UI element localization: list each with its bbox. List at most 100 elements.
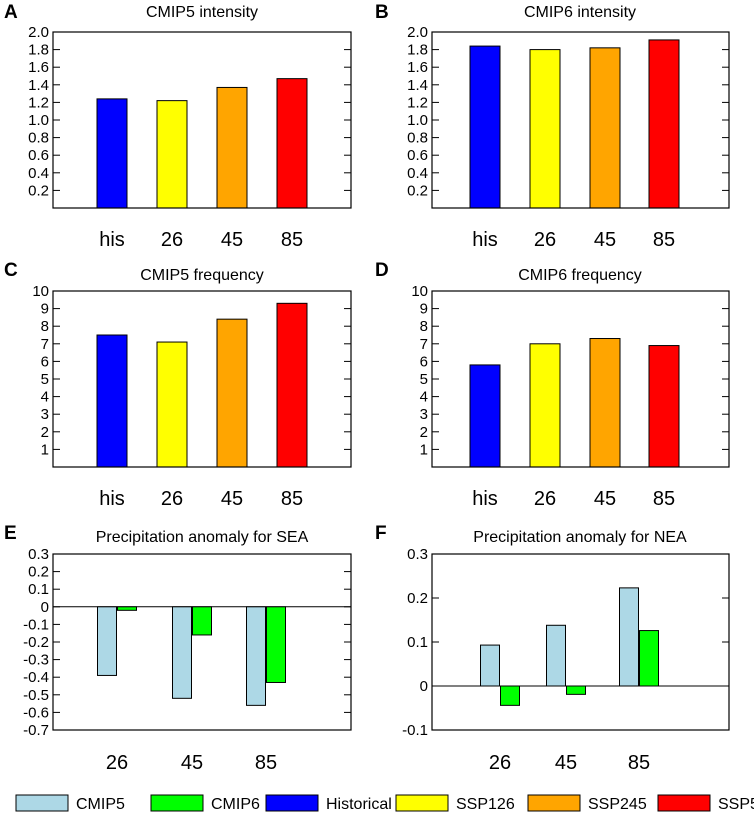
xtick-label: 45	[221, 229, 243, 251]
ytick-label: 1.0	[407, 112, 428, 129]
ytick-label: 10	[411, 283, 428, 300]
ytick-label: 0.1	[407, 634, 428, 651]
bar-his	[469, 45, 501, 209]
bar-cmip5-26	[97, 606, 117, 676]
ytick-label: -0.7	[23, 722, 49, 739]
ytick-label: 0.3	[407, 546, 428, 563]
legend: CMIP5 CMIP6 Historical SSP126 SSP245 SSP585	[15, 794, 754, 813]
ytick-label: 7	[41, 336, 49, 353]
bar-cmip6-85	[639, 630, 659, 687]
xtick-label: 26	[161, 229, 183, 251]
ytick-label: 7	[420, 336, 428, 353]
bar-cmip6-85	[266, 606, 286, 683]
legend-swatch	[527, 794, 581, 812]
bar-his	[469, 364, 501, 468]
ytick-label: -0.1	[23, 616, 49, 633]
xtick-label: his	[472, 488, 498, 510]
bar-26	[156, 100, 188, 209]
ytick-label: 9	[420, 301, 428, 318]
bar-85	[648, 345, 680, 468]
bar-his	[96, 334, 128, 468]
ytick-label: 0.2	[28, 564, 49, 581]
bar-85	[648, 39, 680, 209]
ytick-label: -0.4	[23, 669, 49, 686]
panel-letter: B	[375, 2, 389, 23]
legend-label: CMIP6	[211, 796, 260, 813]
legend-item-ssp585: SSP585	[657, 794, 754, 813]
ytick-label: 1.2	[28, 94, 49, 111]
bar-26	[156, 341, 188, 468]
legend-item-cmip5: CMIP5	[15, 794, 125, 813]
ytick-label: -0.3	[23, 652, 49, 669]
legend-swatch	[150, 794, 204, 812]
bar-45	[589, 338, 621, 468]
xtick-label: 45	[181, 752, 203, 774]
bar-cmip5-85	[246, 606, 266, 706]
ytick-label: 0.2	[28, 182, 49, 199]
bar-his	[96, 98, 128, 209]
ytick-label: 5	[420, 371, 428, 388]
ytick-label: -0.1	[402, 722, 428, 739]
bar-cmip5-45	[546, 624, 566, 687]
ytick-label: 3	[420, 406, 428, 423]
xtick-label: 85	[653, 488, 675, 510]
panel-e: E Precipitation anomaly for SEA-0.7-0.6-0…	[4, 523, 352, 774]
bar-45	[216, 86, 248, 209]
plot-frame	[431, 553, 730, 731]
ytick-label: 1.8	[28, 42, 49, 59]
legend-swatch	[265, 794, 319, 812]
ytick-label: 1.4	[407, 77, 428, 94]
ytick-label: 2.0	[407, 24, 428, 41]
legend-label: SSP126	[456, 796, 515, 813]
xtick-label: his	[472, 229, 498, 251]
ytick-label: 1.4	[28, 77, 49, 94]
ytick-label: 5	[41, 371, 49, 388]
ytick-label: 2	[420, 424, 428, 441]
legend-swatch	[657, 794, 711, 812]
xtick-label: 26	[489, 752, 511, 774]
ytick-label: 1.0	[28, 112, 49, 129]
ytick-label: 2.0	[28, 24, 49, 41]
ytick-label: 1.6	[407, 59, 428, 76]
ytick-label: 6	[420, 353, 428, 370]
bar-cmip6-45	[566, 685, 586, 695]
ytick-label: 0.3	[28, 546, 49, 563]
ytick-label: 0.8	[28, 130, 49, 147]
ytick-label: 4	[41, 389, 49, 406]
panel-letter: F	[375, 523, 387, 544]
xtick-label: 85	[281, 488, 303, 510]
bar-45	[589, 47, 621, 209]
panel-title: CMIP5 intensity	[146, 4, 258, 21]
xtick-label: 26	[534, 488, 556, 510]
ytick-label: 1.6	[28, 59, 49, 76]
ytick-label: 2	[41, 424, 49, 441]
ytick-label: 0.4	[407, 165, 428, 182]
ytick-label: -0.2	[23, 634, 49, 651]
panel-letter: C	[4, 260, 18, 281]
ytick-label: 0.6	[407, 147, 428, 164]
ytick-label: 1.8	[407, 42, 428, 59]
ytick-label: 0.1	[28, 581, 49, 598]
xtick-label: 85	[255, 752, 277, 774]
panels-layer: A CMIP5 intensity0.20.40.60.81.01.21.41.6…	[4, 2, 730, 774]
bar-85	[276, 302, 308, 468]
xtick-label: 45	[594, 229, 616, 251]
ytick-label: 0.4	[28, 165, 49, 182]
xtick-label: 45	[594, 488, 616, 510]
bar-26	[529, 343, 561, 468]
panel-title: CMIP6 frequency	[518, 267, 642, 284]
ytick-label: 10	[32, 283, 49, 300]
panel-b: B CMIP6 intensity 0.20.40.60.81.01.21.41.6…	[375, 2, 730, 251]
legend-swatch	[395, 794, 449, 812]
legend-item-historical: Historical	[265, 794, 392, 813]
xtick-label: 85	[628, 752, 650, 774]
panel-title: CMIP6 intensity	[524, 4, 636, 21]
panel-title: CMIP5 frequency	[140, 267, 264, 284]
ytick-label: 6	[41, 353, 49, 370]
bar-cmip5-26	[480, 644, 500, 687]
ytick-label: 3	[41, 406, 49, 423]
panel-letter: A	[4, 2, 18, 23]
ytick-label: 8	[41, 318, 49, 335]
